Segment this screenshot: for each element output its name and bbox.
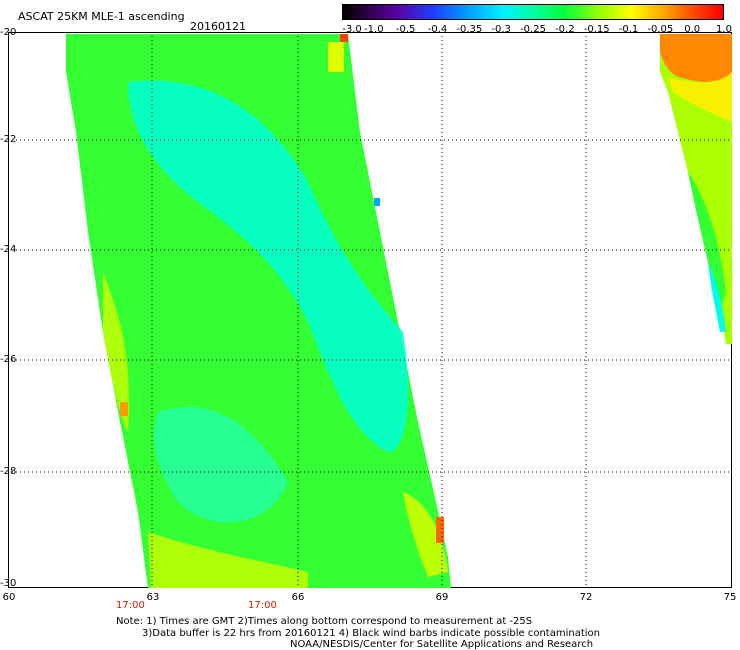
yellow-edge-right	[403, 492, 448, 577]
cyan-patch-2	[154, 406, 288, 523]
lat-label-22: -22	[0, 134, 17, 145]
map-plot	[8, 32, 732, 588]
lon-label-63: 63	[146, 592, 160, 603]
lon-label-69: 69	[435, 592, 449, 603]
color-scale-label: -0.15	[583, 24, 610, 35]
map-title: ASCAT 25KM MLE-1 ascending	[18, 10, 185, 23]
lat-label-26: -26	[0, 354, 17, 365]
color-scale-label: -3.0	[342, 24, 362, 35]
cyan-region	[128, 80, 408, 452]
green-region-right	[688, 172, 726, 312]
orange-region-right	[660, 34, 732, 82]
color-scale-label: -0.35	[456, 24, 483, 35]
lon-label-66: 66	[291, 592, 305, 603]
orange-cell-b	[436, 517, 444, 543]
lon-label-60: 60	[2, 592, 16, 603]
lon-label-75: 75	[723, 592, 737, 603]
yellow-region-right	[668, 72, 732, 122]
color-scale-label: -0.4	[427, 24, 448, 35]
yellow-edge-left	[103, 272, 129, 432]
color-scale-label: -0.5	[395, 24, 416, 35]
cyan-cell-blue	[374, 198, 380, 206]
lat-label-20: -20	[0, 27, 17, 38]
yellow-cell-top	[328, 42, 344, 72]
color-scale-label: 0.0	[684, 24, 701, 35]
map-date: 20160121	[190, 20, 246, 33]
color-scale-label: -0.1	[618, 24, 639, 35]
note-line-2: 3)Data buffer is 22 hrs from 20160121 4)…	[142, 628, 600, 639]
lon-label-72: 72	[579, 592, 593, 603]
color-scale-bar	[342, 4, 724, 20]
color-scale-label: -0.3	[491, 24, 511, 35]
lat-label-24: -24	[0, 244, 17, 255]
lat-label-30: -30	[0, 578, 17, 589]
orange-cell-c	[340, 34, 348, 42]
lat-label-28: -28	[0, 466, 17, 477]
time-label-1: 17:00	[116, 600, 145, 611]
cyan-region-right	[708, 262, 726, 332]
grid-lines	[8, 32, 732, 588]
color-scale-label: -0.05	[647, 24, 674, 35]
color-scale-label: -0.2	[555, 24, 575, 35]
note-line-3: NOAA/NESDIS/Center for Satellite Applica…	[290, 639, 594, 650]
yellow-edge-bottom	[148, 532, 308, 588]
orange-cell-a	[120, 402, 128, 416]
time-label-2: 17:00	[248, 600, 277, 611]
color-scale-label: 1.0	[716, 24, 732, 35]
color-scale-label: -0.25	[520, 24, 546, 35]
color-scale-label: -1.0	[364, 24, 384, 35]
note-line-1: Note: 1) Times are GMT 2)Times along bot…	[116, 616, 533, 627]
